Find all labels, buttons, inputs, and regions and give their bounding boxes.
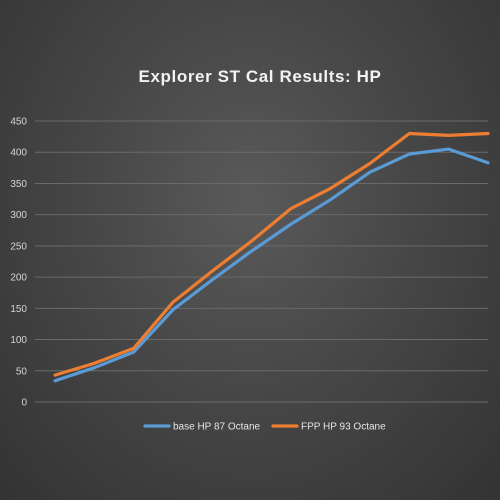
y-tick-label: 350 xyxy=(10,179,27,190)
series-line-fpp-hp-93 xyxy=(53,131,490,377)
series-line-base-hp-87 xyxy=(53,147,490,383)
y-tick-label: 300 xyxy=(10,210,27,221)
y-tick-label: 0 xyxy=(21,398,27,409)
y-tick-label: 450 xyxy=(10,117,27,128)
y-tick-label: 150 xyxy=(10,304,27,315)
legend: base HP 87 Octane FPP HP 93 Octane xyxy=(143,422,386,433)
y-tick-label: 50 xyxy=(16,366,28,377)
legend-entry: base HP 87 Octane xyxy=(143,422,261,433)
legend-label: base HP 87 Octane xyxy=(173,422,261,433)
y-axis-tick-labels: 450 400 350 300 250 200 150 100 50 0 xyxy=(10,117,27,409)
y-tick-label: 200 xyxy=(10,273,27,284)
legend-label: FPP HP 93 Octane xyxy=(301,422,386,433)
series-lines xyxy=(53,131,490,383)
legend-entry: FPP HP 93 Octane xyxy=(271,422,386,433)
y-tick-label: 250 xyxy=(10,241,27,252)
chart-title: Explorer ST Cal Results: HP xyxy=(139,67,382,86)
y-tick-label: 400 xyxy=(10,148,27,159)
y-tick-label: 100 xyxy=(10,335,27,346)
